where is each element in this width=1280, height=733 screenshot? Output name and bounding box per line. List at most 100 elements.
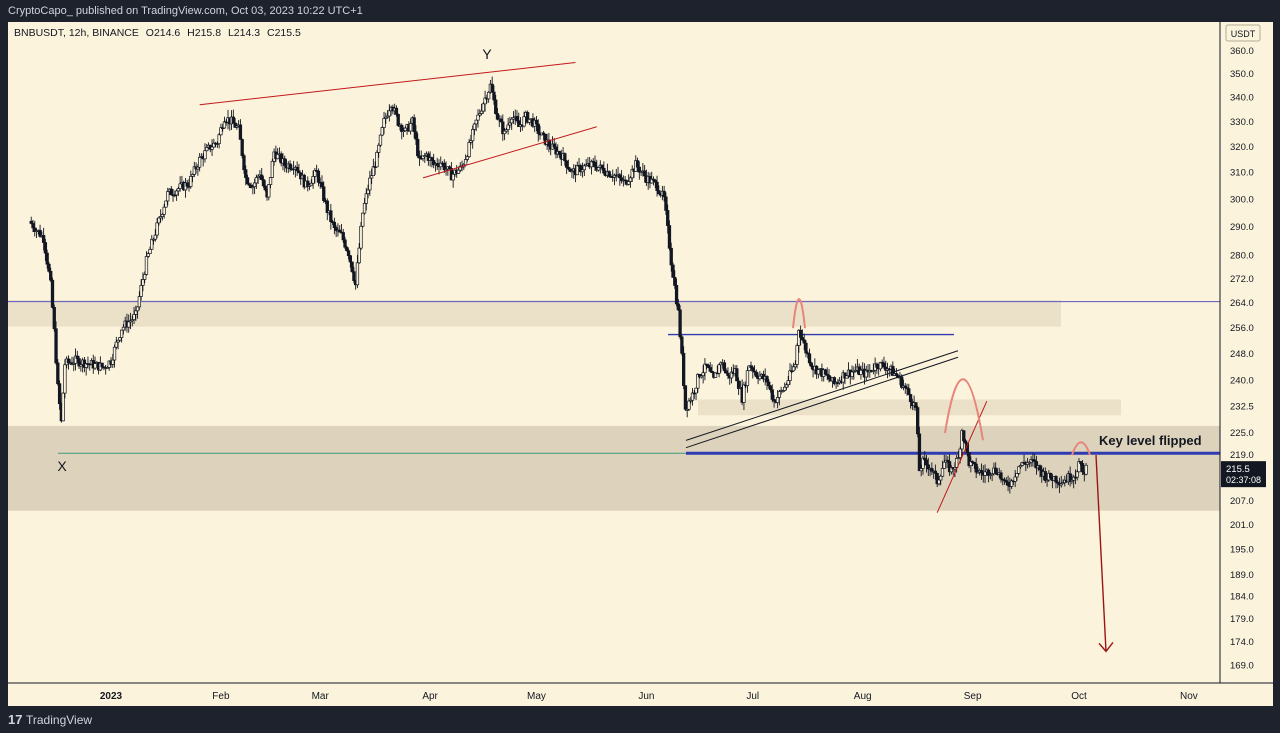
- candle-body: [458, 165, 462, 171]
- candle-body: [435, 163, 439, 166]
- candle-body: [767, 381, 771, 387]
- published-header: CryptoCapo_ published on TradingView.com…: [0, 0, 1280, 22]
- candle-body: [320, 182, 324, 188]
- candle-body: [332, 221, 337, 229]
- candle-body: [197, 156, 202, 168]
- candle-body: [894, 373, 899, 376]
- candle-body: [203, 150, 207, 160]
- candle-body: [348, 255, 352, 263]
- candle-body: [479, 110, 484, 114]
- candle-body: [66, 358, 71, 364]
- candle-body: [231, 116, 235, 124]
- y-tick-label: 232.5: [1230, 401, 1254, 412]
- candle-body: [313, 170, 317, 177]
- candle-body: [1006, 481, 1010, 486]
- x-tick-label: Feb: [212, 691, 230, 702]
- candle-body: [447, 166, 452, 169]
- y-tick-label: 184.0: [1230, 592, 1254, 603]
- candle-body: [38, 229, 42, 237]
- candle-body: [696, 374, 700, 389]
- candle-body: [361, 212, 365, 227]
- candle-body: [456, 169, 461, 174]
- y-tick-label: 340.0: [1230, 93, 1254, 104]
- candle-body: [511, 117, 516, 120]
- candle-body: [57, 383, 62, 405]
- candle-body: [490, 83, 494, 93]
- candle-body: [541, 132, 546, 135]
- candle-body: [1027, 461, 1032, 464]
- candle-body: [268, 177, 273, 185]
- candle-body: [421, 155, 425, 159]
- candle-body: [650, 178, 654, 184]
- candle-body: [1017, 466, 1021, 474]
- candle-body: [882, 362, 886, 368]
- candle-body: [240, 139, 244, 156]
- x-tick-label: Apr: [422, 691, 438, 702]
- candle-body: [972, 462, 977, 465]
- candle-body: [809, 362, 813, 367]
- tradingview-logo-icon[interactable]: 17: [8, 712, 23, 727]
- lower-wedge-line: [422, 126, 597, 179]
- candle-body: [325, 200, 329, 213]
- candle-body: [749, 365, 753, 368]
- candle-body: [295, 166, 299, 172]
- candle-body: [1033, 459, 1037, 462]
- candle-body: [790, 370, 794, 373]
- y-tick-label: 179.0: [1230, 614, 1254, 625]
- candle-body: [580, 169, 585, 173]
- price-axis: [1220, 22, 1273, 706]
- candle-body: [969, 461, 973, 466]
- candle-body: [536, 123, 540, 134]
- candle-body: [935, 473, 939, 485]
- candle-body: [378, 134, 383, 146]
- candle-body: [135, 306, 140, 312]
- candle-body: [130, 319, 134, 322]
- candle-body: [1038, 465, 1042, 471]
- candle-body: [958, 448, 962, 458]
- y-tick-label: 310.0: [1230, 168, 1254, 179]
- candle-body: [563, 153, 567, 162]
- candle-body: [474, 119, 478, 125]
- candle-body: [593, 161, 597, 168]
- candle-body: [369, 175, 374, 179]
- candle-body: [827, 375, 831, 380]
- label-x: X: [57, 458, 67, 474]
- candle-body: [522, 116, 526, 127]
- candle-body: [726, 372, 730, 376]
- candle-body: [765, 376, 769, 383]
- candle-body: [77, 358, 81, 367]
- candle-body: [173, 194, 177, 197]
- candle-body: [494, 99, 498, 114]
- candle-body: [499, 118, 503, 123]
- candle-body: [713, 372, 718, 378]
- ohlc-open: O214.6: [145, 27, 181, 39]
- tradingview-brand[interactable]: TradingView: [26, 713, 93, 727]
- arrow-head-icon: [1098, 641, 1114, 653]
- candle-body: [414, 131, 418, 140]
- candle-body: [355, 262, 360, 286]
- candle-body: [1020, 461, 1024, 466]
- candle-body: [380, 127, 384, 136]
- candle-body: [1077, 461, 1081, 473]
- y-tick-label: 320.0: [1230, 142, 1254, 153]
- candle-body: [694, 387, 698, 394]
- candle-body: [375, 152, 379, 168]
- candle-body: [43, 242, 48, 254]
- candle-body: [297, 170, 301, 174]
- candle-body: [527, 118, 532, 123]
- candle-body: [260, 174, 264, 180]
- candle-body: [73, 355, 78, 364]
- candle-body: [119, 329, 124, 338]
- candle-body: [859, 369, 863, 375]
- candle-body: [564, 160, 569, 168]
- candle-body: [758, 375, 762, 380]
- candle-body: [525, 112, 530, 123]
- candle-body: [708, 367, 712, 372]
- chart-frame[interactable]: Y X Key level flipped USDT 360.0 350.0 340.0 33…: [8, 22, 1273, 706]
- price-chart[interactable]: Y X Key level flipped USDT 360.0 350.0 340.0 33…: [8, 22, 1273, 706]
- resistance-zone: [8, 300, 1061, 327]
- candle-body: [967, 452, 971, 466]
- candle-body: [557, 151, 562, 155]
- candle-body: [923, 457, 927, 461]
- candle-body: [190, 174, 195, 177]
